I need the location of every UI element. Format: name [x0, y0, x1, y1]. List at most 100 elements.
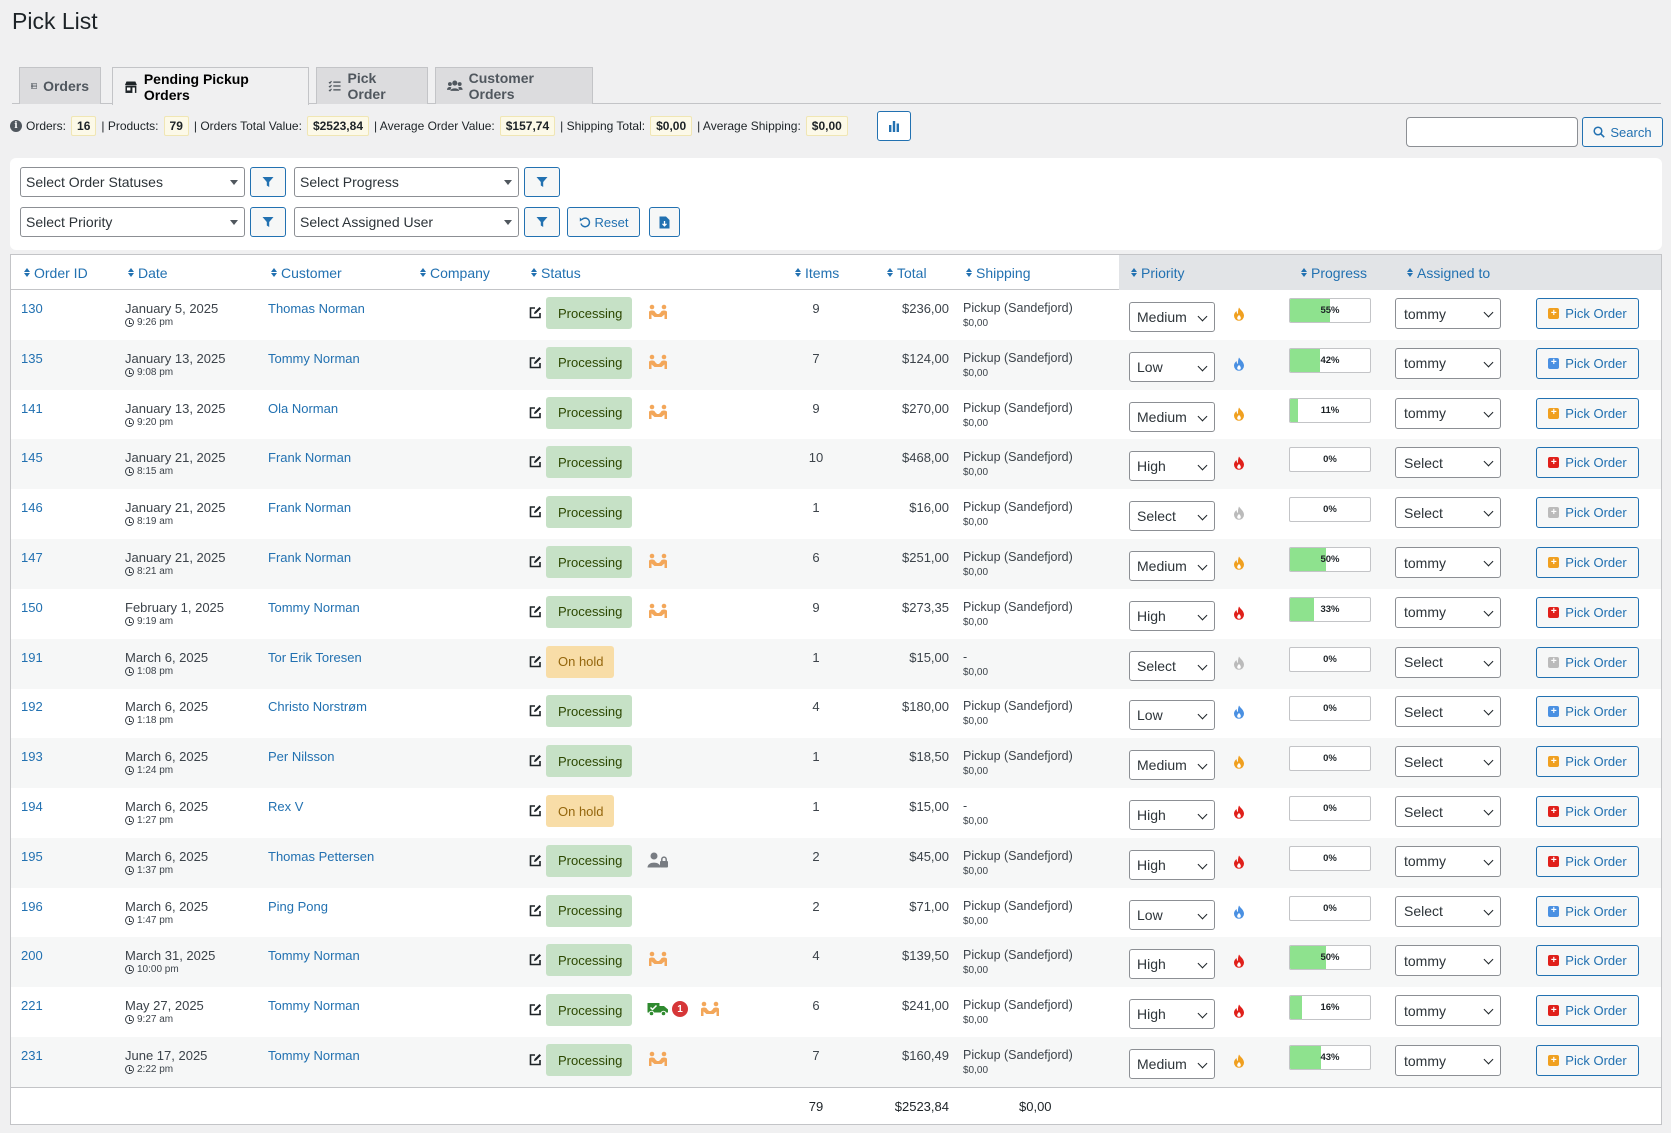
priority-select[interactable]: Medium	[1129, 750, 1215, 781]
customer-link[interactable]: Ola Norman	[268, 400, 339, 416]
order-id-link[interactable]: 145	[21, 450, 43, 466]
priority-select[interactable]: High	[1129, 800, 1215, 830]
assigned-user-select[interactable]: Select	[1395, 796, 1501, 827]
order-id-link[interactable]: 194	[21, 799, 43, 814]
priority-select[interactable]: Select	[1129, 650, 1215, 681]
column-status[interactable]: Status	[531, 255, 581, 290]
column-progress[interactable]: Progress	[1301, 255, 1367, 290]
stats-chart-button[interactable]	[877, 111, 911, 141]
priority-select[interactable]: Medium	[1129, 1049, 1215, 1079]
order-status-filter[interactable]: Select Order Statuses	[20, 167, 245, 197]
order-id-link[interactable]: 195	[21, 848, 43, 864]
edit-icon[interactable]	[529, 904, 542, 920]
order-id-link[interactable]: 130	[21, 301, 43, 316]
pick-order-button[interactable]: + Pick Order	[1536, 845, 1639, 877]
edit-icon[interactable]	[529, 306, 542, 322]
priority-select[interactable]: Select	[1129, 501, 1215, 532]
priority-select[interactable]: High	[1129, 451, 1215, 482]
column-order-id[interactable]: Order ID	[24, 255, 88, 290]
order-status-filter-button[interactable]	[250, 167, 286, 197]
customer-link[interactable]: Thomas Norman	[268, 301, 365, 316]
progress-filter-button[interactable]	[524, 167, 560, 197]
order-id-link[interactable]: 141	[21, 400, 43, 416]
assigned-user-select[interactable]: tommy	[1395, 845, 1501, 877]
column-company[interactable]: Company	[420, 255, 490, 290]
priority-select[interactable]: Low	[1129, 351, 1215, 382]
priority-select[interactable]: High	[1129, 949, 1215, 980]
assigned-user-select[interactable]: Select	[1395, 447, 1501, 479]
assigned-user-select[interactable]: tommy	[1395, 945, 1501, 977]
order-id-link[interactable]: 146	[21, 500, 43, 516]
assigned-user-select[interactable]: Select	[1395, 746, 1501, 778]
order-id-link[interactable]: 231	[21, 1048, 43, 1063]
edit-icon[interactable]	[529, 754, 542, 770]
assigned-user-filter-button[interactable]	[524, 207, 560, 237]
edit-icon[interactable]	[529, 1003, 542, 1019]
customer-link[interactable]: Frank Norman	[268, 450, 352, 466]
priority-filter-button[interactable]	[250, 207, 286, 237]
tab-orders[interactable]: Orders	[19, 67, 101, 104]
assigned-user-select[interactable]: tommy	[1395, 995, 1501, 1027]
priority-select[interactable]: High	[1129, 600, 1215, 631]
customer-link[interactable]: Tommy Norman	[268, 948, 360, 964]
assigned-user-select[interactable]: Select	[1395, 696, 1501, 728]
customer-link[interactable]: Frank Norman	[268, 550, 352, 565]
column-shipping[interactable]: Shipping	[966, 255, 1031, 290]
pick-order-button[interactable]: + Pick Order	[1536, 746, 1639, 778]
assigned-user-select[interactable]: tommy	[1395, 347, 1501, 379]
column-date[interactable]: Date	[128, 255, 168, 290]
customer-link[interactable]: Frank Norman	[268, 500, 352, 516]
assigned-user-filter[interactable]: Select Assigned User	[294, 207, 519, 237]
tab-pick-order[interactable]: Pick Order	[316, 67, 428, 104]
edit-icon[interactable]	[529, 704, 542, 720]
edit-icon[interactable]	[529, 505, 542, 521]
customer-link[interactable]: Christo Norstrøm	[268, 699, 367, 715]
edit-icon[interactable]	[529, 555, 542, 571]
assigned-user-select[interactable]: Select	[1395, 646, 1501, 678]
customer-link[interactable]: Tommy Norman	[268, 350, 360, 366]
assigned-user-select[interactable]: tommy	[1395, 596, 1501, 628]
order-id-link[interactable]: 196	[21, 898, 43, 914]
pick-order-button[interactable]: + Pick Order	[1536, 796, 1639, 827]
priority-filter[interactable]: Select Priority	[20, 207, 245, 237]
pick-order-button[interactable]: + Pick Order	[1536, 1045, 1639, 1076]
edit-icon[interactable]	[529, 655, 542, 671]
edit-icon[interactable]	[529, 406, 542, 422]
progress-filter[interactable]: Select Progress	[294, 167, 519, 197]
customer-link[interactable]: Rex V	[268, 799, 304, 814]
assigned-user-select[interactable]: tommy	[1395, 1045, 1501, 1076]
pick-order-button[interactable]: + Pick Order	[1536, 895, 1639, 927]
edit-icon[interactable]	[529, 356, 542, 372]
order-id-link[interactable]: 147	[21, 550, 43, 565]
tab-pending-pickup-orders[interactable]: Pending Pickup Orders	[112, 67, 309, 105]
order-id-link[interactable]: 135	[21, 350, 43, 366]
customer-link[interactable]: Tommy Norman	[268, 1048, 360, 1063]
priority-select[interactable]: Medium	[1129, 401, 1215, 432]
pick-order-button[interactable]: + Pick Order	[1536, 547, 1639, 578]
search-input[interactable]	[1406, 117, 1578, 147]
assigned-user-select[interactable]: tommy	[1395, 397, 1501, 429]
priority-select[interactable]: Medium	[1129, 551, 1215, 581]
pick-order-button[interactable]: + Pick Order	[1536, 945, 1639, 977]
priority-select[interactable]: Low	[1129, 899, 1215, 930]
pick-order-button[interactable]: + Pick Order	[1536, 497, 1639, 529]
pick-order-button[interactable]: + Pick Order	[1536, 298, 1639, 329]
customer-link[interactable]: Tommy Norman	[268, 599, 360, 615]
priority-select[interactable]: High	[1129, 999, 1215, 1030]
pick-order-button[interactable]: + Pick Order	[1536, 696, 1639, 728]
column-customer[interactable]: Customer	[271, 255, 342, 290]
customer-link[interactable]: Thomas Pettersen	[268, 848, 375, 864]
column-priority[interactable]: Priority	[1131, 255, 1185, 290]
customer-link[interactable]: Per Nilsson	[268, 749, 335, 765]
search-button[interactable]: Search	[1582, 117, 1663, 147]
customer-link[interactable]: Tommy Norman	[268, 998, 360, 1014]
edit-icon[interactable]	[529, 953, 542, 969]
edit-icon[interactable]	[529, 1053, 542, 1069]
edit-icon[interactable]	[529, 804, 542, 820]
edit-icon[interactable]	[529, 455, 542, 471]
order-id-link[interactable]: 221	[21, 998, 43, 1014]
pick-order-button[interactable]: + Pick Order	[1536, 397, 1639, 429]
pick-order-button[interactable]: + Pick Order	[1536, 646, 1639, 678]
column-items[interactable]: Items	[795, 255, 839, 290]
customer-link[interactable]: Ping Pong	[268, 898, 328, 914]
